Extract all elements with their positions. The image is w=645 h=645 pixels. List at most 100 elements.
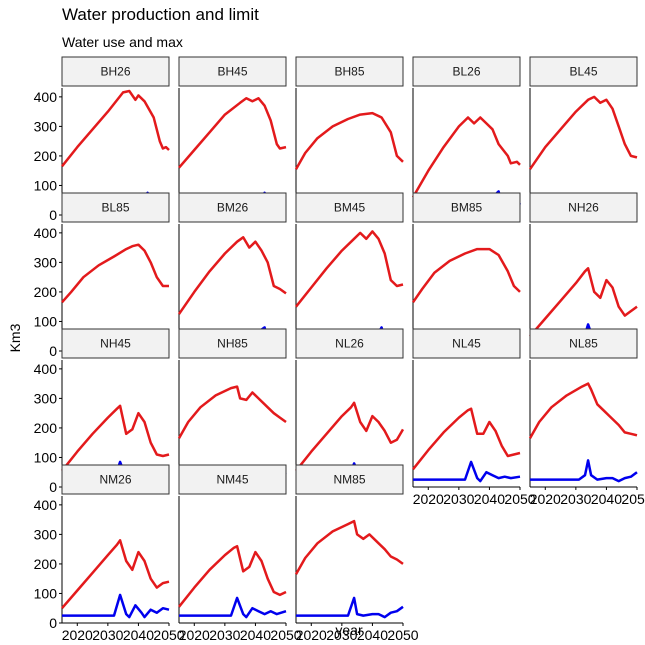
facet-label: BM85 — [451, 201, 483, 215]
chart-subtitle: Water use and max — [62, 34, 183, 50]
x-tick-label: 2030 — [560, 491, 591, 507]
y-tick-label: 100 — [34, 585, 58, 601]
series-line-red-nm26 — [61, 539, 170, 610]
series-line-blue-nl85 — [530, 459, 638, 483]
chart-title: Water production and limit — [62, 5, 259, 24]
series-line-red-nm45 — [178, 544, 287, 608]
facet-strip — [412, 192, 521, 223]
facet-label: BL45 — [569, 65, 597, 79]
x-tick-label: 2020 — [530, 491, 561, 507]
facet-strip — [61, 464, 170, 495]
facet-strip — [61, 192, 170, 223]
x-tick-label: 2030 — [443, 491, 474, 507]
facet-label: NH85 — [217, 337, 248, 351]
facet-label: NL26 — [335, 337, 364, 351]
series-line-red-nl45 — [412, 407, 521, 471]
x-tick-label: 2030 — [326, 627, 357, 643]
y-tick-label: 100 — [34, 177, 58, 193]
series-line-red-nh85 — [177, 385, 287, 439]
x-tick-label: 2030 — [209, 627, 240, 643]
series-line-red-bh85 — [294, 111, 404, 170]
y-tick-label: 300 — [34, 118, 58, 134]
y-tick-label: 300 — [34, 390, 58, 406]
series-line-red-bh45 — [178, 97, 287, 169]
series-line-red-nh26 — [529, 267, 638, 338]
series-line-red-bm26 — [177, 236, 287, 315]
facet-label: BL26 — [452, 65, 480, 79]
y-tick-label: 100 — [34, 313, 58, 329]
facet-strip — [529, 328, 638, 359]
x-tick-label: 2050 — [387, 627, 418, 643]
facet-strip — [178, 56, 287, 87]
x-tick-label: 2040 — [357, 627, 388, 643]
facet-strip — [178, 328, 287, 359]
facet-label: NH26 — [568, 201, 599, 215]
x-tick-label: 2020 — [179, 627, 210, 643]
series-line-red-bl26 — [411, 116, 521, 198]
x-tick-label: 2020 — [413, 491, 444, 507]
y-tick-label: 0 — [49, 615, 57, 631]
series-line-red-nl26 — [295, 401, 405, 472]
y-tick-label: 400 — [34, 361, 58, 377]
facet-label: BM26 — [217, 201, 249, 215]
facet-strip — [295, 328, 404, 359]
x-axis-title: year — [335, 622, 363, 638]
x-tick-label: 2050 — [153, 627, 184, 643]
facet-strip — [412, 328, 521, 359]
series-line-red-bl85 — [61, 243, 169, 304]
series-line-red-nl85 — [528, 382, 638, 439]
y-tick-label: 300 — [34, 526, 58, 542]
facet-label: BL85 — [101, 201, 129, 215]
facet-label: BH26 — [100, 65, 130, 79]
facet-strip — [61, 56, 170, 87]
facet-label: NH45 — [100, 337, 131, 351]
facet-label: NM85 — [333, 473, 365, 487]
y-tick-label: 200 — [34, 284, 58, 300]
y-tick-label: 0 — [49, 343, 57, 359]
y-tick-label: 200 — [34, 148, 58, 164]
facet-label: NL85 — [569, 337, 598, 351]
x-tick-label: 2040 — [474, 491, 505, 507]
y-tick-label: 400 — [34, 89, 58, 105]
facet-label: BM45 — [334, 201, 366, 215]
facet-label: BH45 — [217, 65, 247, 79]
y-tick-label: 400 — [34, 225, 58, 241]
facet-strip — [295, 192, 404, 223]
facet-strip — [178, 192, 287, 223]
x-tick-label: 2050 — [504, 491, 535, 507]
facet-strip — [178, 464, 287, 495]
series-line-red-bm85 — [411, 247, 521, 304]
x-tick-label: 2020 — [62, 627, 93, 643]
facet-strip — [529, 56, 638, 87]
series-line-blue-nm85 — [296, 596, 404, 619]
y-axis-title: Km3 — [7, 323, 23, 352]
series-line-blue-nl45 — [413, 460, 521, 483]
series-line-red-bh26 — [61, 89, 170, 168]
x-tick-label: 2040 — [123, 627, 154, 643]
y-tick-label: 0 — [49, 479, 57, 495]
series-line-red-bl45 — [528, 95, 638, 170]
y-tick-label: 200 — [34, 556, 58, 572]
series-line-red-nm85 — [294, 519, 404, 575]
series-line-red-nh45 — [61, 404, 170, 472]
x-tick-label: 2040 — [591, 491, 622, 507]
facet-label: NL45 — [452, 337, 481, 351]
y-tick-label: 100 — [34, 449, 58, 465]
y-tick-label: 300 — [34, 254, 58, 270]
y-tick-label: 400 — [34, 497, 58, 513]
y-tick-label: 0 — [49, 207, 57, 223]
facet-label: NM26 — [99, 473, 131, 487]
x-tick-label: 2020 — [296, 627, 327, 643]
x-tick-label: 2030 — [92, 627, 123, 643]
facet-label: NM45 — [216, 473, 248, 487]
facet-strip — [529, 192, 638, 223]
facet-label: BH85 — [334, 65, 364, 79]
facet-strip — [295, 464, 404, 495]
series-line-red-bm45 — [295, 230, 404, 308]
series-line-blue-nm45 — [179, 596, 287, 619]
x-tick-label: 2050 — [621, 491, 645, 507]
facet-strip — [295, 56, 404, 87]
facet-strip — [61, 328, 170, 359]
y-tick-label: 200 — [34, 420, 58, 436]
